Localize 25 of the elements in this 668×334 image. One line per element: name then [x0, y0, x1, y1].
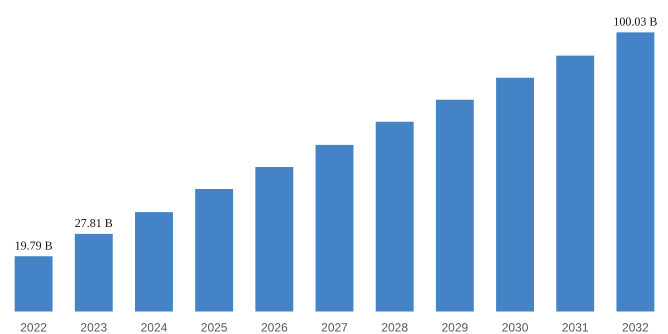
bar — [436, 100, 474, 312]
bar — [135, 212, 173, 312]
x-tick-label: 2032 — [622, 320, 650, 334]
x-tick-label: 2030 — [502, 320, 529, 334]
bar — [14, 256, 53, 312]
data-label: 19.79 B — [14, 238, 53, 252]
bar — [496, 78, 534, 312]
bar — [556, 56, 594, 312]
x-tick-label: 2023 — [80, 320, 108, 334]
x-tick-label: 2025 — [200, 320, 228, 334]
data-label: 27.81 B — [74, 216, 113, 230]
x-tick-label: 2026 — [260, 320, 288, 334]
x-tick-label: 2022 — [20, 320, 48, 334]
x-tick-label: 2024 — [140, 320, 168, 334]
data-label: 100.03 B — [613, 14, 658, 28]
bar — [74, 234, 113, 312]
bar — [316, 144, 354, 312]
bar — [195, 189, 234, 312]
bar — [376, 122, 414, 312]
bar — [255, 166, 294, 312]
x-tick-label: 2027 — [321, 320, 348, 334]
x-tick-label: 2029 — [442, 320, 469, 334]
x-tick-label: 2031 — [562, 320, 589, 334]
x-tick-label: 2028 — [381, 320, 408, 334]
bar — [616, 32, 654, 312]
